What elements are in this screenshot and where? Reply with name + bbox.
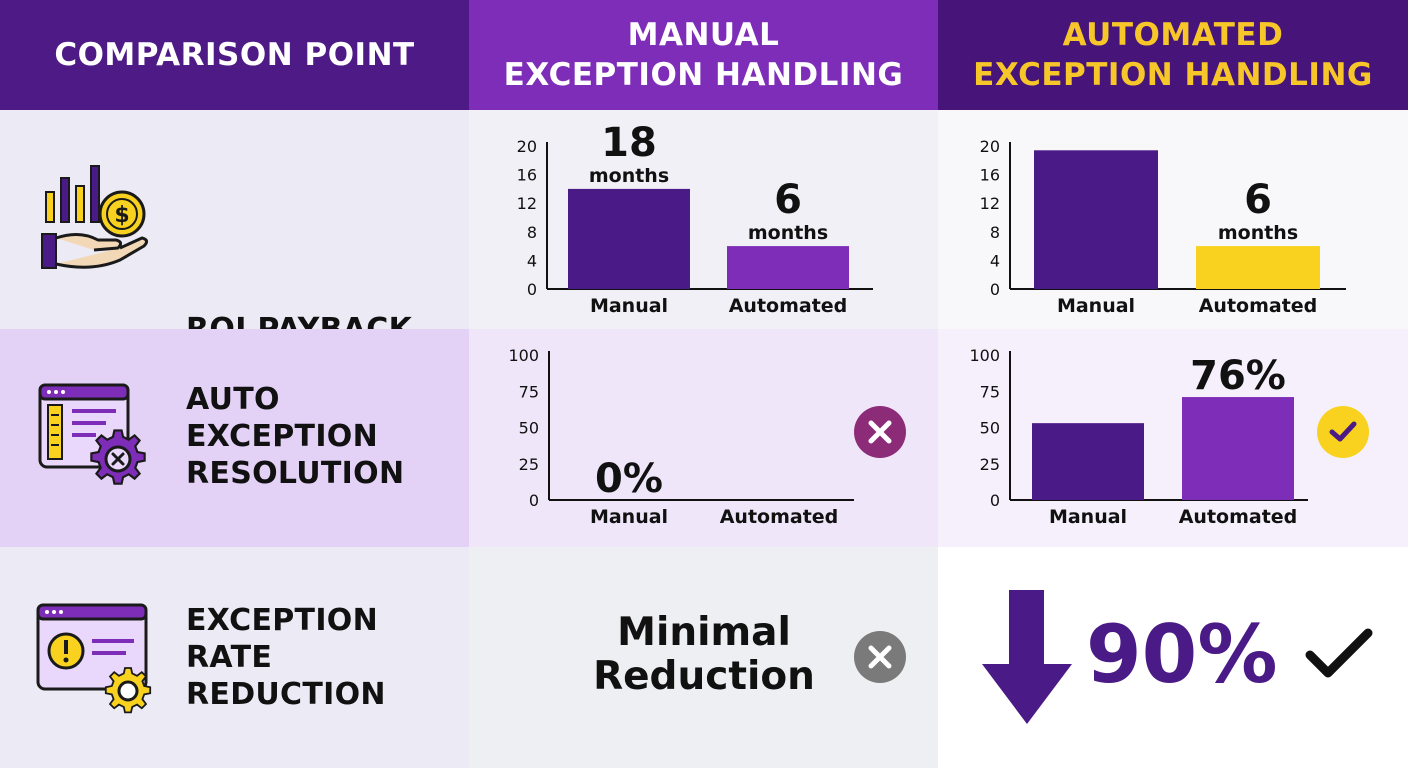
y-tick-label: 4	[527, 251, 537, 270]
x-mark-icon	[868, 420, 892, 444]
y-tick-label: 75	[980, 382, 1000, 401]
y-tick-label: 0	[529, 491, 539, 510]
money-hand-chart-icon: $	[41, 165, 149, 269]
svg-text:$: $	[114, 203, 129, 228]
rate-reduction-label-line2: RATE	[186, 640, 273, 675]
value-label-number: 6	[774, 177, 802, 223]
check-mark-icon	[1305, 628, 1373, 678]
header-col3-line1: AUTOMATED	[1062, 17, 1284, 53]
header-comparison-point: COMPARISON POINT	[0, 0, 469, 110]
value-label-number: 76%	[1190, 353, 1286, 399]
bar-manual	[1032, 423, 1144, 500]
bar-manual	[568, 188, 690, 289]
auto-resolution-automated-chart-cell: 100 75 50 25 0 Manual Automated 76%	[938, 329, 1408, 547]
header-col2-line2: EXCEPTION HANDLING	[503, 57, 904, 93]
category-label: Manual	[1049, 506, 1127, 528]
y-tick-label: 0	[990, 280, 1000, 299]
check-mark-icon	[1329, 421, 1357, 442]
category-label: Manual	[590, 506, 668, 528]
roi-payback-label: ROI PAYBACK	[186, 311, 412, 329]
auto-resolution-manual-chart: 100 75 50 25 0 Manual 0% Automated	[508, 346, 854, 528]
positive-badge	[1317, 406, 1369, 458]
rate-reduction-label-line3: REDUCTION	[186, 677, 386, 712]
category-label: Automated	[729, 295, 848, 317]
row-auto-resolution-label-cell: AUTO EXCEPTION RESOLUTION	[0, 329, 469, 547]
y-tick-label: 50	[519, 419, 539, 438]
roi-manual-chart-cell: 20 16 12 8 4 0 Manual 18 months Automated 6 months	[469, 110, 938, 329]
ninety-percent-value: 90%	[1086, 608, 1278, 701]
minimal-text: Minimal	[617, 610, 791, 655]
value-label-number: 0%	[595, 456, 663, 502]
row-roi-payback-label-cell: $ ROI PAYBACK	[0, 110, 469, 329]
header-col1-text: COMPARISON POINT	[54, 37, 415, 73]
header-col3-line2: EXCEPTION HANDLING	[973, 57, 1373, 93]
auto-resolution-label-line3: RESOLUTION	[186, 456, 405, 491]
y-tick-label: 0	[527, 280, 537, 299]
negative-badge	[854, 406, 906, 458]
browser-gear-icon	[38, 383, 146, 485]
auto-resolution-automated-chart: 100 75 50 25 0 Manual Automated 76%	[969, 346, 1308, 528]
category-label: Automated	[1179, 506, 1298, 528]
row-rate-reduction-label-cell: EXCEPTION RATE REDUCTION	[0, 547, 469, 768]
y-tick-label: 25	[980, 455, 1000, 474]
reduction-text: Reduction	[593, 654, 815, 699]
y-tick-label: 8	[527, 223, 537, 242]
header-manual: MANUAL EXCEPTION HANDLING	[469, 0, 938, 110]
value-label-number: 18	[601, 120, 657, 166]
neutral-badge	[854, 631, 906, 683]
bar-manual	[1034, 150, 1158, 289]
y-tick-label: 50	[980, 419, 1000, 438]
auto-resolution-label-line2: EXCEPTION	[186, 419, 378, 454]
y-tick-label: 20	[980, 137, 1000, 156]
y-tick-label: 0	[990, 491, 1000, 510]
y-tick-label: 100	[969, 346, 1000, 365]
bar-automated	[1182, 397, 1294, 500]
category-label: Automated	[720, 506, 839, 528]
y-tick-label: 25	[519, 455, 539, 474]
category-label: Manual	[590, 295, 668, 317]
y-tick-label: 16	[980, 166, 1000, 185]
y-tick-label: 12	[517, 194, 537, 213]
value-label-unit: months	[589, 165, 669, 187]
rate-reduction-label-line1: EXCEPTION	[186, 603, 378, 638]
browser-warning-gear-icon	[36, 603, 152, 714]
x-mark-icon	[868, 645, 892, 669]
y-tick-label: 100	[508, 346, 539, 365]
header-col2-line1: MANUAL	[627, 17, 780, 53]
header-automated: AUTOMATED EXCEPTION HANDLING	[938, 0, 1408, 110]
value-label-unit: months	[748, 222, 828, 244]
rate-reduction-automated-cell: 90%	[938, 547, 1408, 768]
category-label: Automated	[1199, 295, 1318, 317]
category-label: Manual	[1057, 295, 1135, 317]
down-arrow-icon	[982, 590, 1072, 724]
y-tick-label: 12	[980, 194, 1000, 213]
y-tick-label: 4	[990, 251, 1000, 270]
y-tick-label: 8	[990, 223, 1000, 242]
auto-resolution-label-line1: AUTO	[186, 382, 280, 417]
value-label-unit: months	[1218, 222, 1298, 244]
auto-resolution-manual-chart-cell: 100 75 50 25 0 Manual 0% Automated	[469, 329, 938, 547]
y-tick-label: 20	[517, 137, 537, 156]
roi-automated-chart-cell: 20 16 12 8 4 0 Manual Automated 6 months	[938, 110, 1408, 329]
bar-automated	[727, 246, 849, 289]
y-tick-label: 75	[519, 382, 539, 401]
rate-reduction-manual-cell: Minimal Reduction	[469, 547, 938, 768]
y-tick-label: 16	[517, 166, 537, 185]
value-label-number: 6	[1244, 177, 1272, 223]
bar-automated	[1196, 246, 1320, 289]
